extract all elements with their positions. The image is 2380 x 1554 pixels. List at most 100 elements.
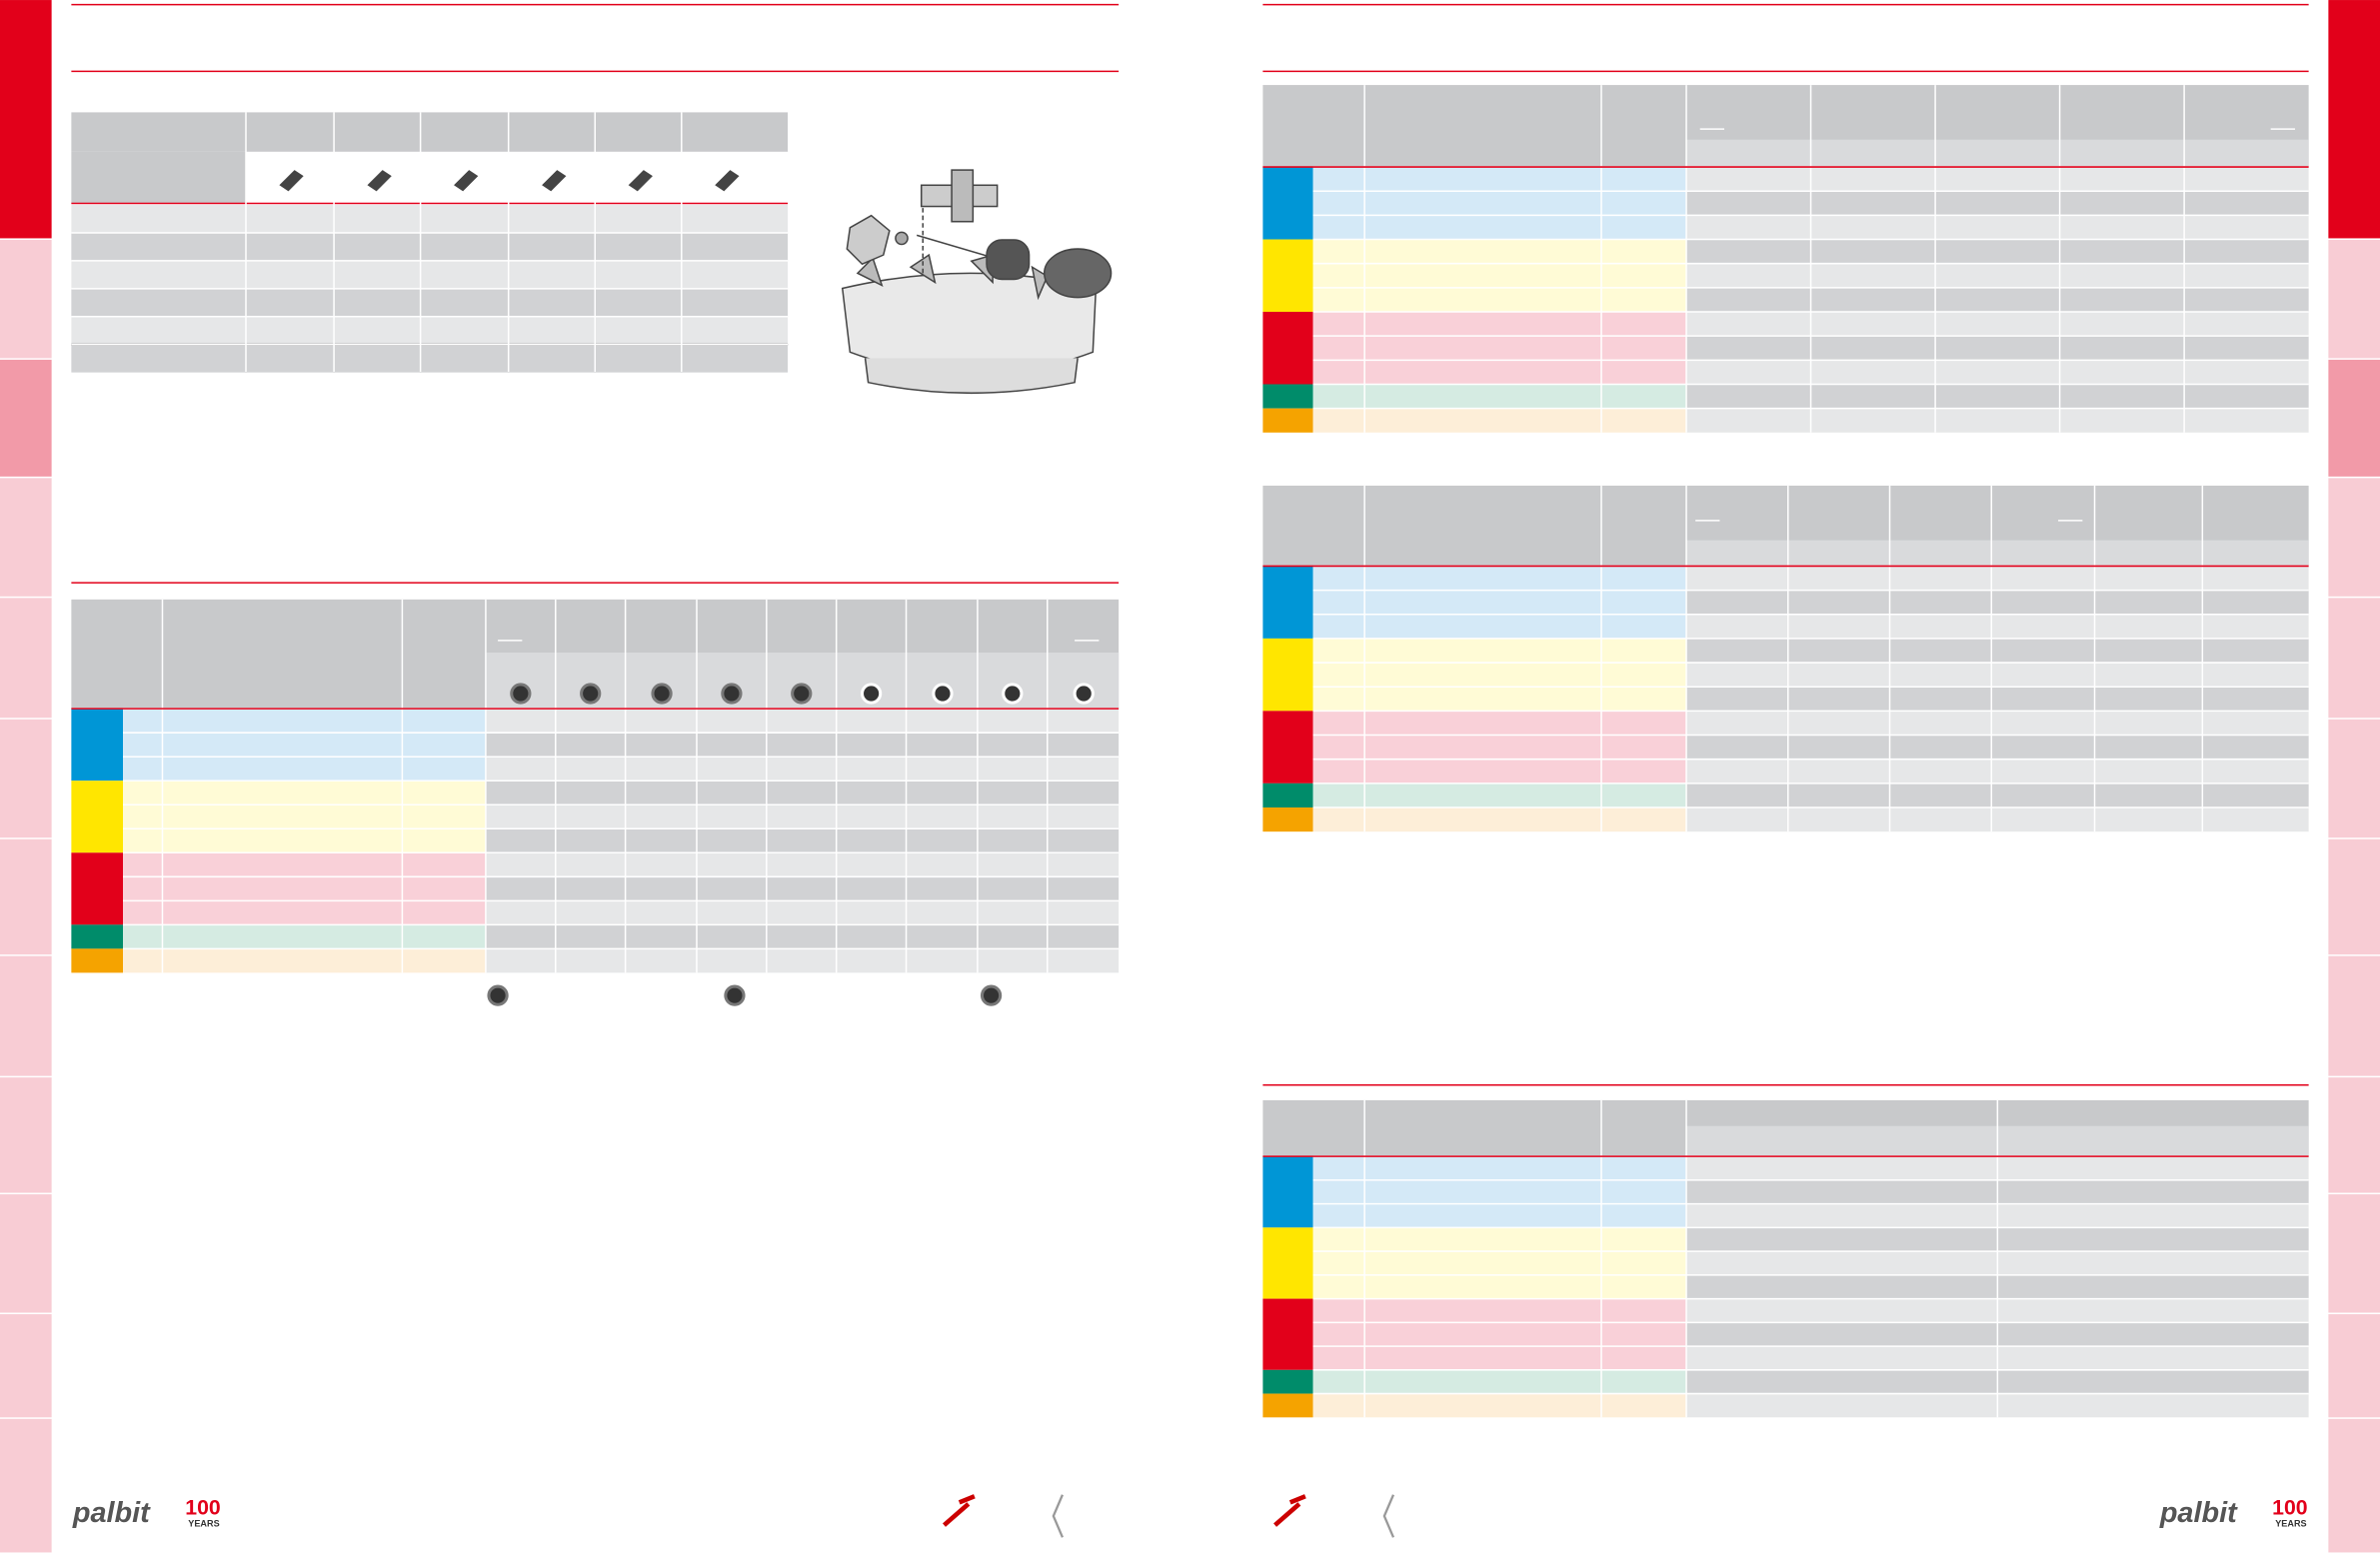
table-row — [485, 876, 1120, 901]
insert-icon — [860, 683, 883, 705]
part-icon — [454, 170, 479, 192]
side-tab — [2328, 1077, 2380, 1193]
footer-right: palbit 100 YEARS — [1273, 1494, 2308, 1538]
table-row — [1686, 782, 2309, 808]
side-tab — [2328, 955, 2380, 1076]
group-row — [1312, 1369, 1687, 1394]
table-row — [485, 828, 1120, 853]
part-icon — [367, 170, 392, 192]
group-row — [1312, 590, 1687, 615]
group-marker — [1262, 638, 1313, 712]
tool-icon — [943, 1494, 976, 1527]
group-row — [1312, 782, 1687, 808]
tool-icon — [1273, 1494, 1306, 1527]
legend-icon — [724, 984, 746, 1006]
group-marker — [1262, 1156, 1313, 1228]
side-tab — [0, 598, 52, 719]
group-row — [1312, 167, 1687, 192]
icon-row — [245, 151, 789, 204]
side-tab — [2328, 598, 2380, 719]
insert-icon — [580, 683, 602, 705]
table-row — [1686, 663, 2309, 688]
side-tab — [2328, 1418, 2380, 1553]
group-row — [1312, 614, 1687, 639]
table-header — [71, 151, 246, 204]
group-row — [1312, 1227, 1687, 1252]
side-tab — [0, 1077, 52, 1193]
sub-header — [1686, 540, 2309, 567]
group-marker — [1262, 408, 1313, 433]
group-row — [1312, 1346, 1687, 1370]
part-icon — [542, 170, 567, 192]
table-row — [1686, 384, 2309, 409]
side-tab — [0, 1194, 52, 1313]
group-row — [122, 852, 486, 877]
illustration — [841, 169, 1113, 395]
side-tab — [0, 239, 52, 359]
group-marker — [1262, 312, 1313, 385]
insert-icon — [721, 683, 743, 705]
group-row — [122, 757, 486, 781]
insert-icon — [651, 683, 673, 705]
group-marker — [1262, 1369, 1313, 1394]
side-tab — [2328, 719, 2380, 838]
group-row — [122, 804, 486, 829]
table-row — [1686, 759, 2309, 783]
table-row — [485, 757, 1120, 781]
legend-icon — [487, 984, 509, 1006]
side-tab — [2328, 359, 2380, 477]
group-marker — [1262, 1227, 1313, 1299]
group-row — [122, 709, 486, 734]
group-row — [1312, 384, 1687, 409]
group-row — [1312, 1179, 1687, 1204]
group-row — [1312, 1322, 1687, 1347]
group-row — [1312, 711, 1687, 736]
group-row — [1312, 287, 1687, 313]
group-marker — [1262, 782, 1313, 808]
group-marker — [1262, 566, 1313, 639]
group-row — [122, 900, 486, 925]
anniversary-badge: 100 — [2272, 1495, 2307, 1519]
side-tab — [0, 359, 52, 477]
side-tab — [2328, 239, 2380, 359]
insert-icon — [932, 683, 954, 705]
group-row — [122, 733, 486, 758]
table-row — [1686, 263, 2309, 288]
insert-icon — [510, 683, 532, 705]
group-row — [1312, 759, 1687, 783]
group-marker — [71, 948, 123, 973]
side-tab — [0, 1418, 52, 1553]
side-tab — [0, 1314, 52, 1418]
table-header — [71, 112, 789, 152]
table-row — [1686, 191, 2309, 216]
group-row — [1312, 566, 1687, 591]
table-row — [71, 344, 789, 373]
table-row — [1686, 614, 2309, 639]
group-row — [122, 828, 486, 853]
group-marker — [1262, 1393, 1313, 1418]
brand-logo: palbit — [72, 1497, 151, 1529]
table-row — [1686, 287, 2309, 313]
anniversary-badge: 100 — [185, 1495, 220, 1519]
group-row — [1312, 1251, 1687, 1275]
side-tab — [0, 838, 52, 955]
side-tab — [0, 955, 52, 1076]
table-row — [1686, 239, 2309, 264]
table-row — [485, 900, 1120, 925]
group-row — [1312, 215, 1687, 240]
table-row — [71, 260, 789, 289]
group-row — [1312, 1274, 1687, 1299]
footer-left: palbit 100 YEARS — [72, 1494, 1064, 1538]
table-row — [1686, 336, 2309, 361]
group-row — [1312, 263, 1687, 288]
table-row — [485, 924, 1120, 949]
side-tab — [2328, 1314, 2380, 1418]
group-row — [1312, 638, 1687, 664]
side-tab — [2328, 478, 2380, 597]
group-row — [1312, 1393, 1687, 1418]
table-row — [1686, 638, 2309, 664]
side-tab — [0, 478, 52, 597]
group-marker — [71, 924, 123, 949]
